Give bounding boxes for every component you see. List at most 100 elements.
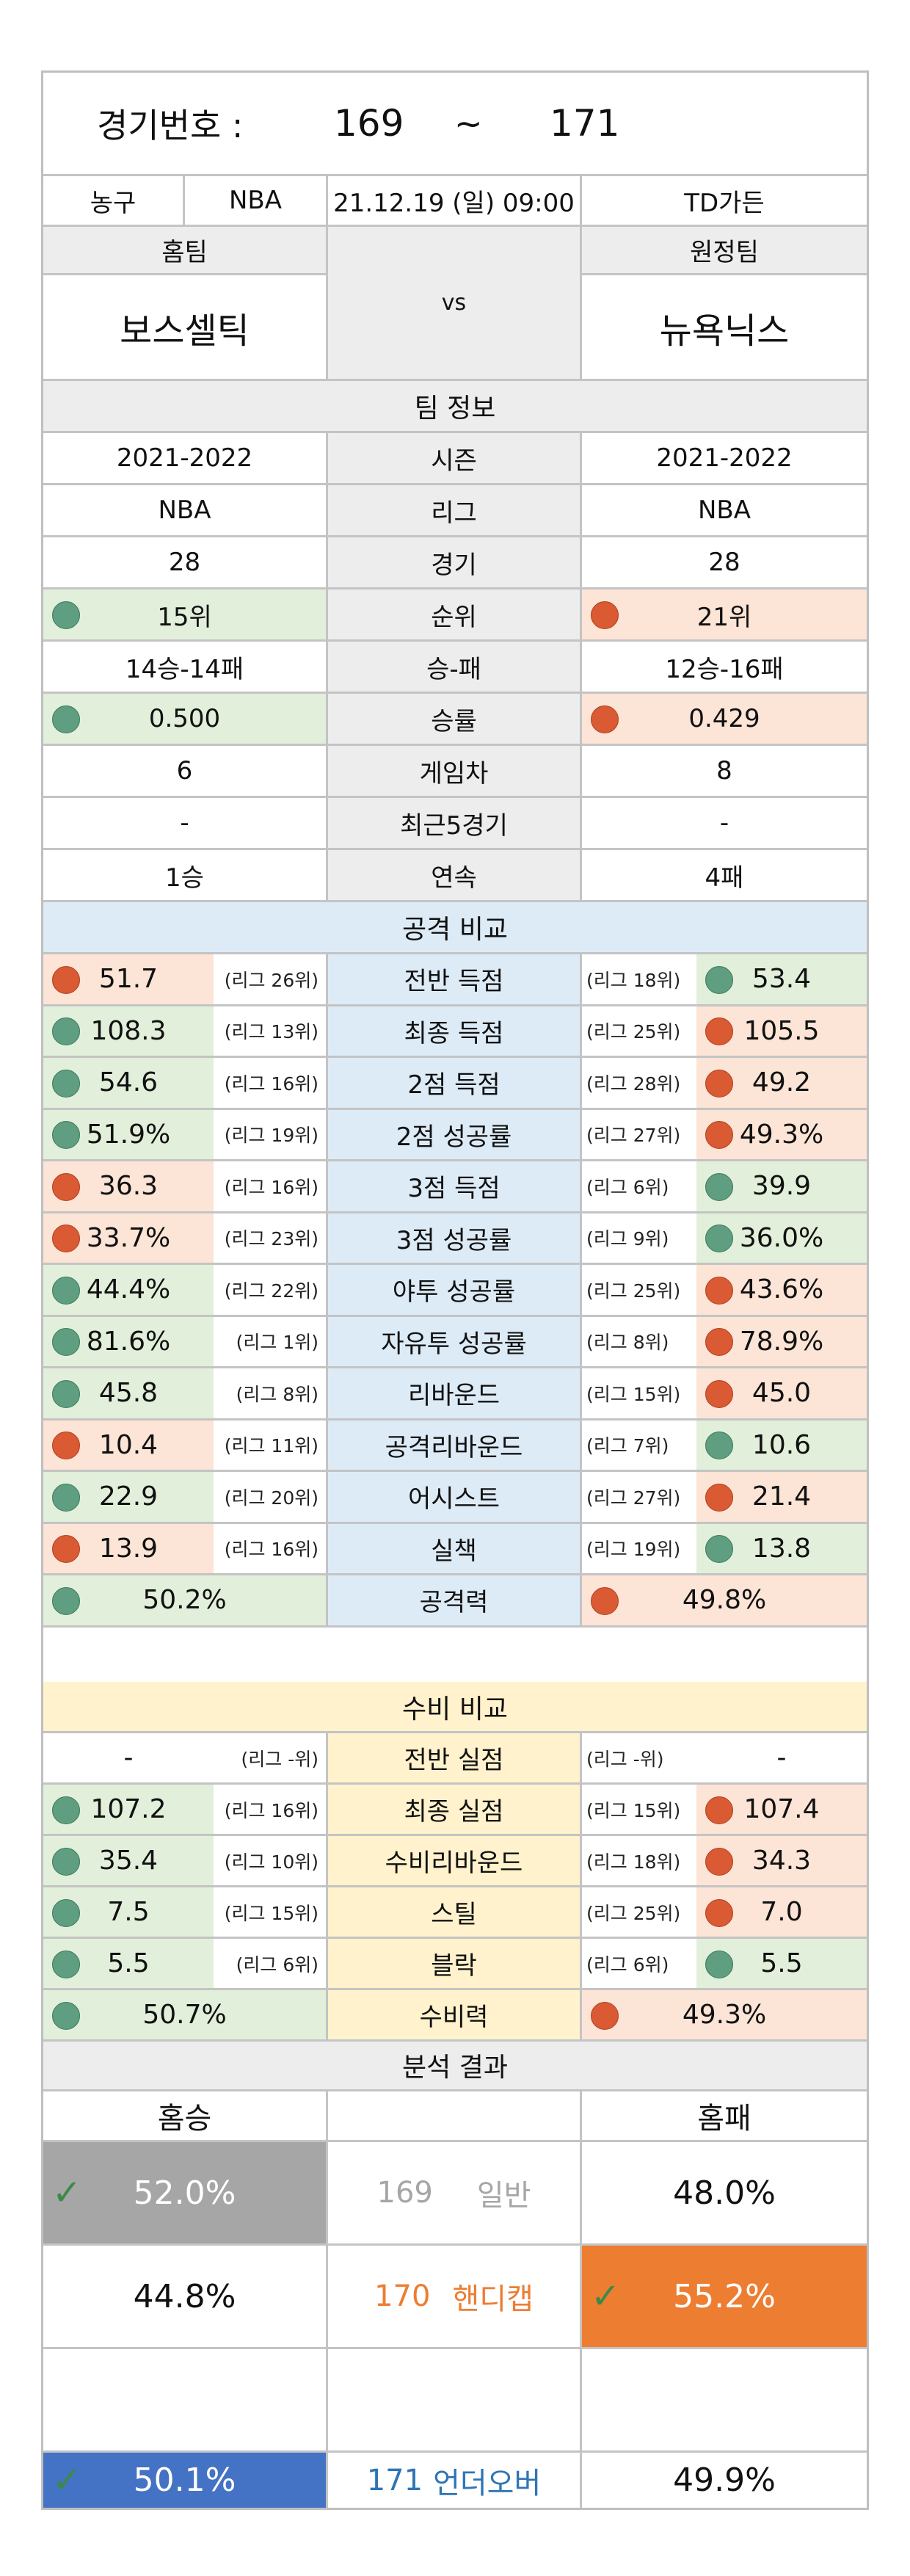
attack-home-rank-cell: (리그 16위) bbox=[214, 1161, 328, 1211]
datetime-cell: 21.12.19 (일) 09:00 bbox=[328, 176, 582, 225]
header-cell: 경기번호 : 169 ~ 171 bbox=[43, 73, 867, 174]
defense-away-rank-cell: (리그 6위) bbox=[582, 1939, 696, 1988]
result-title: 분석 결과 bbox=[402, 2052, 508, 2083]
result-underover-row-main: ✓ 50.1% 171 언더오버 49.9% bbox=[43, 2453, 867, 2508]
attack-home-rank-cell: (리그 8위) bbox=[214, 1368, 328, 1418]
team-info-row: NBA 리그 NBA bbox=[43, 485, 867, 537]
underover-num: 171 bbox=[366, 2463, 423, 2497]
attack-away-rank-cell: (리그 25위) bbox=[582, 1265, 696, 1315]
venue: TD가든 bbox=[684, 188, 765, 218]
attack-home-value: 36.3 bbox=[98, 1171, 159, 1202]
attack-away-rank-cell: (리그 6위) bbox=[582, 1161, 696, 1211]
attack-row: 44.4% (리그 22위) 야투 성공률 (리그 25위) 43.6% bbox=[43, 1265, 867, 1317]
attack-label: 최종 득점 bbox=[404, 1018, 504, 1048]
team-info-home-value: 1승 bbox=[165, 863, 204, 893]
attack-away-rank-cell: (리그 9위) bbox=[582, 1213, 696, 1263]
attack-away-rank: (리그 19위) bbox=[586, 1539, 681, 1561]
team-info-label-cell: 시즌 bbox=[328, 433, 582, 483]
attack-header: 공격 비교 bbox=[43, 902, 867, 954]
status-dot-icon bbox=[52, 1796, 80, 1824]
team-info-away-cell: 28 bbox=[582, 537, 867, 587]
sport-cell: 농구 bbox=[43, 176, 185, 225]
team-info-label: 승-패 bbox=[426, 654, 481, 684]
defense-home-rank-cell: (리그 10위) bbox=[214, 1836, 328, 1885]
attack-away-value: 49.3% bbox=[739, 1119, 824, 1150]
team-info-label: 연속 bbox=[431, 863, 477, 893]
attack-home-rank: (리그 19위) bbox=[224, 1125, 318, 1147]
attack-home-value: 10.4 bbox=[98, 1429, 159, 1460]
attack-away-value: 10.6 bbox=[751, 1429, 812, 1460]
handicap-name: 핸디캡 bbox=[452, 2282, 534, 2316]
handicap-away: 55.2% bbox=[673, 2277, 776, 2315]
status-dot-icon bbox=[52, 601, 80, 629]
attack-home-cell: 51.9% bbox=[43, 1109, 214, 1159]
team-info-away-cell: 12승-16패 bbox=[582, 642, 867, 692]
attack-away-value: 78.9% bbox=[739, 1326, 824, 1357]
header-tilde: ~ bbox=[454, 104, 483, 143]
team-info-away-value: - bbox=[719, 808, 729, 838]
handicap-away-cell: ✓ 55.2% bbox=[582, 2246, 867, 2347]
attack-away-value: 13.8 bbox=[751, 1533, 812, 1564]
attack-away-cell: 13.8 bbox=[696, 1523, 867, 1573]
defense-label: 전반 실점 bbox=[404, 1746, 504, 1775]
attack-away-cell: 39.9 bbox=[696, 1161, 867, 1211]
attack-home-rank: (리그 23위) bbox=[224, 1228, 318, 1250]
team-info-label: 시즌 bbox=[431, 446, 477, 476]
attack-home-cell: 10.4 bbox=[43, 1420, 214, 1470]
status-dot-icon bbox=[705, 1796, 733, 1824]
attack-away-cell: 10.6 bbox=[696, 1420, 867, 1470]
attack-away-cell: 21.4 bbox=[696, 1472, 867, 1522]
league-cell: NBA bbox=[185, 176, 328, 225]
normal-num: 169 bbox=[376, 2176, 433, 2210]
normal-away-cell: 48.0% bbox=[582, 2142, 867, 2243]
team-info-row: 2021-2022 시즌 2021-2022 bbox=[43, 433, 867, 485]
defense-home-rank-cell: (리그 6위) bbox=[214, 1939, 328, 1988]
attack-home-rank-cell: (리그 20위) bbox=[214, 1472, 328, 1522]
defense-home-cell: - bbox=[43, 1733, 214, 1782]
attack-label-cell: 리바운드 bbox=[328, 1368, 582, 1418]
attack-home-cell: 54.6 bbox=[43, 1058, 214, 1108]
underover-name: 언더오버 bbox=[433, 2466, 542, 2500]
team-info-label: 게임차 bbox=[419, 758, 489, 788]
attack-label-cell: 자유투 성공률 bbox=[328, 1316, 582, 1366]
team-info-away-value: 12승-16패 bbox=[665, 654, 784, 684]
status-dot-icon bbox=[52, 1379, 80, 1408]
defense-away-rank: (리그 15위) bbox=[586, 1799, 681, 1821]
status-dot-icon bbox=[591, 601, 619, 629]
attack-away-rank-cell: (리그 25위) bbox=[582, 1006, 696, 1056]
attack-away-value: 21.4 bbox=[751, 1481, 812, 1512]
defense-label: 블락 bbox=[431, 1951, 477, 1981]
info-row: 농구 NBA 21.12.19 (일) 09:00 TD가든 bbox=[43, 176, 867, 227]
status-dot-icon bbox=[52, 2001, 80, 2030]
team-info-home-value: 2021-2022 bbox=[116, 443, 253, 473]
attack-row: 36.3 (리그 16위) 3점 득점 (리그 6위) 39.9 bbox=[43, 1161, 867, 1213]
defense-away-rank-cell: (리그 15위) bbox=[582, 1785, 696, 1834]
attack-home-cell: 45.8 bbox=[43, 1368, 214, 1418]
attack-home-rank-cell: (리그 16위) bbox=[214, 1523, 328, 1573]
attack-away-cell: 49.3% bbox=[696, 1109, 867, 1159]
attack-home-cell: 36.3 bbox=[43, 1161, 214, 1211]
attack-label: 2점 성공률 bbox=[396, 1122, 512, 1152]
team-info-away-cell: 2021-2022 bbox=[582, 433, 867, 483]
team-info-row: 1승 연속 4패 bbox=[43, 850, 867, 902]
team-info-label-cell: 순위 bbox=[328, 589, 582, 639]
defense-label-cell: 수비리바운드 bbox=[328, 1836, 582, 1885]
attack-home-cell: 44.4% bbox=[43, 1265, 214, 1315]
attack-home-rank: (리그 13위) bbox=[224, 1021, 318, 1043]
team-info-home-cell: 1승 bbox=[43, 850, 328, 900]
attack-away-value: 53.4 bbox=[751, 964, 812, 995]
status-dot-icon bbox=[705, 1483, 733, 1512]
attack-home-value: 81.6% bbox=[86, 1326, 171, 1357]
attack-away-rank-cell: (리그 27위) bbox=[582, 1472, 696, 1522]
attack-home-value: 51.7 bbox=[98, 964, 159, 995]
status-dot-icon bbox=[705, 1224, 733, 1253]
attack-label-cell: 어시스트 bbox=[328, 1472, 582, 1522]
status-dot-icon bbox=[52, 1586, 80, 1615]
attack-home-rank-cell: (리그 22위) bbox=[214, 1265, 328, 1315]
defense-home-value: 107.2 bbox=[90, 1794, 167, 1824]
defense-power-home-cell: 50.7% bbox=[43, 1990, 328, 2039]
attack-home-value: 54.6 bbox=[98, 1067, 159, 1098]
attack-home-rank: (리그 22위) bbox=[224, 1280, 318, 1302]
defense-away-cell: 7.0 bbox=[696, 1887, 867, 1937]
defense-label-cell: 전반 실점 bbox=[328, 1733, 582, 1782]
